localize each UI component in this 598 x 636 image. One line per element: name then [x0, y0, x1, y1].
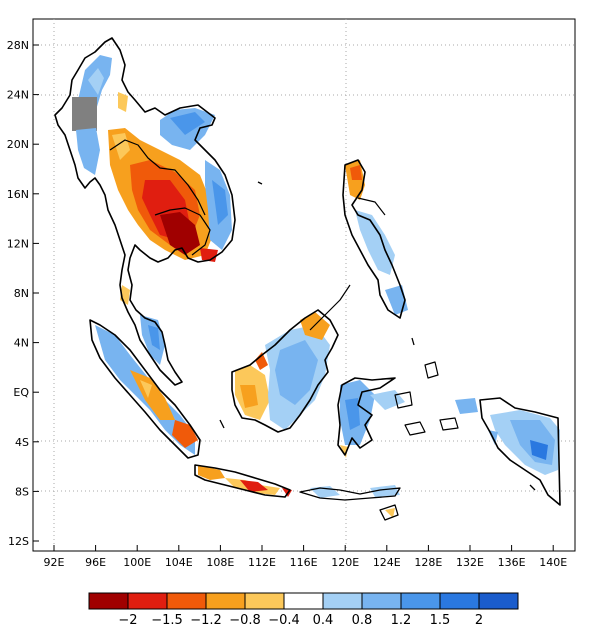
lat-tick-label: 4S	[15, 436, 29, 449]
colorbar-swatch	[205, 592, 246, 610]
no-data-patch	[72, 97, 97, 131]
lon-tick-label: 136E	[498, 556, 526, 569]
colorbar-label: 0.8	[352, 613, 373, 628]
colorbar: −2 −1.5 −1.2 −0.8 −0.4 0.4 0.8 1.2 1.5 2	[88, 592, 519, 628]
lat-tick-label: 16N	[7, 188, 29, 201]
lat-tick-label: 28N	[7, 39, 29, 52]
lat-tick-label: 12N	[7, 237, 29, 250]
map-frame	[32, 18, 576, 552]
colorbar-label: −1.2	[190, 613, 222, 628]
colorbar-swatch	[478, 592, 519, 610]
lon-tick-label: 100E	[123, 556, 151, 569]
lat-tick-label: 8N	[14, 287, 29, 300]
lat-tick-label: 4N	[14, 337, 29, 350]
lon-tick-label: 96E	[85, 556, 106, 569]
colorbar-label: −1.5	[151, 613, 183, 628]
colorbar-label: 2	[475, 613, 483, 628]
lat-axis: 28N 24N 20N 16N 12N 8N 4N EQ 4S 8S 12S	[7, 39, 39, 548]
lon-axis: 92E 96E 100E 104E 108E 112E 116E 120E 124E 128E 13…	[44, 545, 567, 569]
lon-tick-label: 116E	[290, 556, 318, 569]
lon-tick-label: 124E	[373, 556, 401, 569]
lat-tick-label: EQ	[13, 386, 29, 399]
colorbar-label: −0.4	[268, 613, 300, 628]
lon-tick-label: 92E	[44, 556, 65, 569]
colorbar-swatch	[361, 592, 402, 610]
lon-tick-label: 120E	[331, 556, 359, 569]
colorbar-label: 1.2	[391, 613, 412, 628]
lon-tick-label: 108E	[206, 556, 234, 569]
colorbar-label: −0.8	[229, 613, 261, 628]
colorbar-label: 0.4	[313, 613, 334, 628]
colorbar-label: 1.5	[430, 613, 451, 628]
anomaly-shading	[72, 55, 560, 518]
lat-tick-label: 24N	[7, 89, 29, 102]
colorbar-swatch	[322, 592, 363, 610]
colorbar-swatch	[244, 592, 285, 610]
lon-tick-label: 128E	[414, 556, 442, 569]
coastlines	[54, 37, 561, 521]
colorbar-swatch	[439, 592, 480, 610]
colorbar-label: −2	[118, 613, 137, 628]
lat-tick-label: 8S	[15, 485, 29, 498]
grid-lines	[33, 19, 575, 551]
colorbar-swatch	[127, 592, 168, 610]
colorbar-swatch	[88, 592, 129, 610]
lon-tick-label: 140E	[539, 556, 567, 569]
colorbar-swatch	[166, 592, 207, 610]
lat-tick-label: 20N	[7, 138, 29, 151]
lon-tick-label: 104E	[165, 556, 193, 569]
lon-tick-label: 112E	[248, 556, 276, 569]
lat-tick-label: 12S	[8, 535, 29, 548]
colorbar-swatch	[400, 592, 441, 610]
lon-tick-label: 132E	[456, 556, 484, 569]
colorbar-swatch	[283, 592, 324, 610]
